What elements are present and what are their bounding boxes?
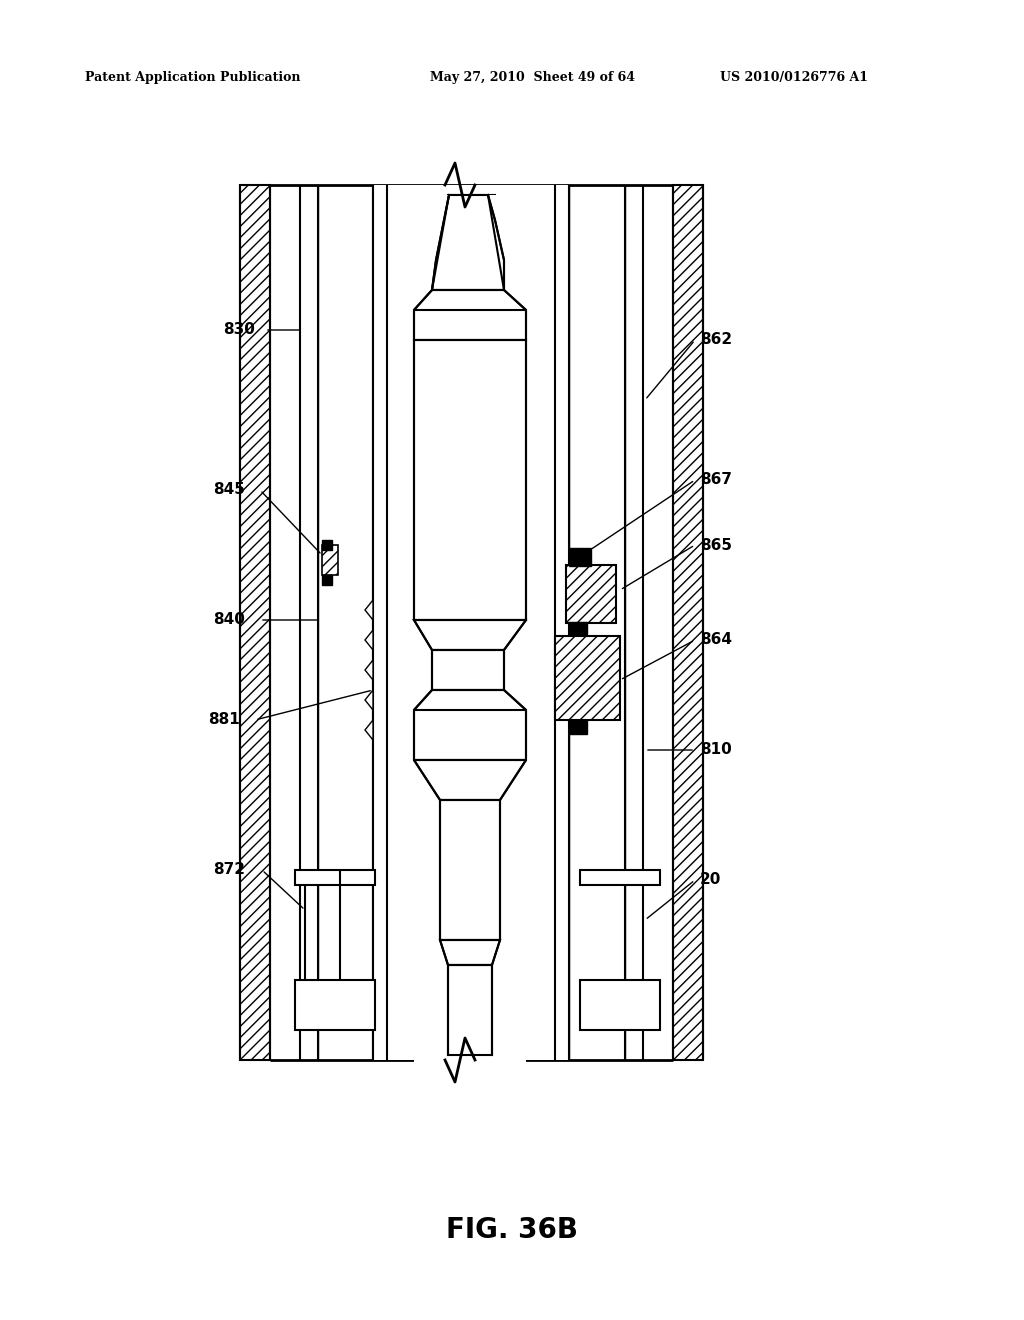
Text: 865: 865	[700, 537, 732, 553]
Text: 872: 872	[213, 862, 245, 878]
Text: Patent Application Publication: Patent Application Publication	[85, 71, 300, 84]
Bar	[580, 870, 660, 884]
Bar	[240, 185, 270, 1060]
Polygon shape	[488, 195, 555, 1055]
Text: 862: 862	[700, 333, 732, 347]
Bar	[673, 185, 703, 1060]
Text: 845: 845	[213, 483, 245, 498]
Bar	[295, 870, 375, 884]
Bar	[569, 622, 587, 634]
Polygon shape	[555, 636, 620, 719]
Polygon shape	[365, 719, 373, 741]
Polygon shape	[414, 195, 526, 1055]
Text: 864: 864	[700, 632, 732, 648]
Bar	[566, 565, 616, 623]
Bar	[373, 185, 387, 1060]
Bar	[387, 330, 414, 1060]
Polygon shape	[387, 185, 430, 330]
Text: 830: 830	[223, 322, 255, 338]
Bar	[569, 185, 625, 1060]
Bar	[569, 548, 591, 566]
Polygon shape	[432, 195, 504, 290]
Polygon shape	[365, 690, 373, 710]
Polygon shape	[387, 195, 553, 411]
Bar	[387, 185, 555, 1060]
Polygon shape	[365, 601, 373, 620]
Text: FIG. 36B: FIG. 36B	[446, 1216, 578, 1243]
Bar	[387, 185, 414, 1060]
Bar	[322, 576, 332, 585]
Bar	[295, 979, 375, 1030]
Bar	[432, 649, 504, 690]
Bar	[526, 185, 555, 1060]
Bar	[318, 185, 373, 1060]
Bar	[322, 540, 332, 550]
Bar	[440, 800, 500, 940]
Bar	[414, 195, 526, 1065]
Text: May 27, 2010  Sheet 49 of 64: May 27, 2010 Sheet 49 of 64	[430, 71, 635, 84]
Bar	[555, 185, 569, 1060]
Polygon shape	[365, 630, 373, 649]
Bar	[449, 965, 492, 1055]
Text: 20: 20	[700, 873, 721, 887]
Bar	[526, 330, 555, 1060]
Polygon shape	[387, 195, 449, 1055]
Polygon shape	[414, 290, 526, 341]
Text: 810: 810	[700, 742, 732, 758]
Text: 867: 867	[700, 473, 732, 487]
Polygon shape	[440, 940, 500, 965]
Text: 881: 881	[208, 713, 240, 727]
Text: 840: 840	[213, 612, 245, 627]
Polygon shape	[414, 620, 526, 649]
Polygon shape	[414, 760, 526, 800]
Bar	[569, 719, 587, 734]
Text: US 2010/0126776 A1: US 2010/0126776 A1	[720, 71, 868, 84]
Polygon shape	[414, 690, 526, 760]
Bar	[580, 979, 660, 1030]
Bar	[414, 341, 526, 620]
Polygon shape	[498, 185, 555, 330]
Polygon shape	[365, 660, 373, 680]
Bar	[322, 545, 338, 576]
